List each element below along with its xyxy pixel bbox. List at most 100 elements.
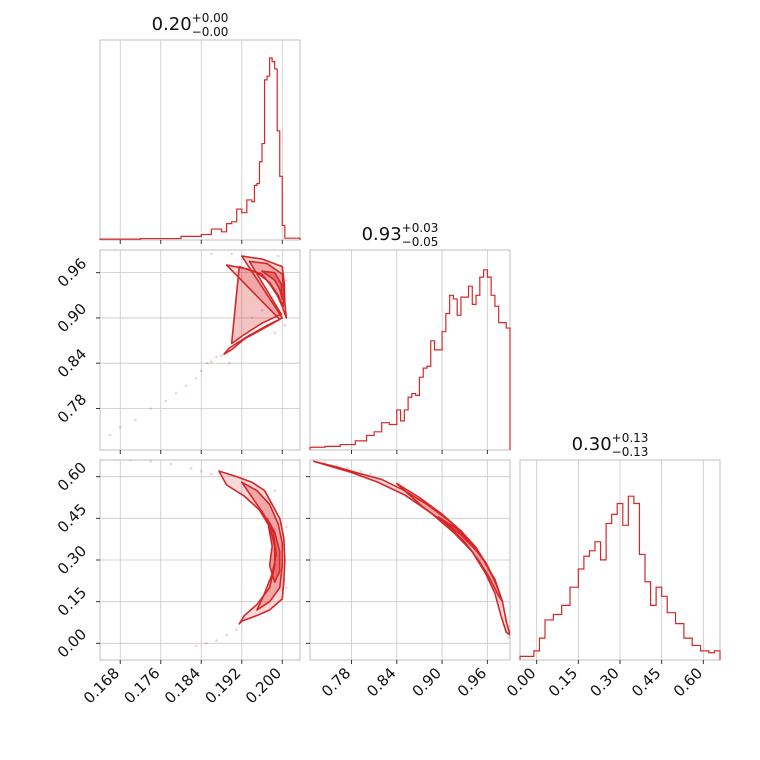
scatter-point xyxy=(189,467,193,470)
contour-outer xyxy=(312,460,510,636)
joint-content xyxy=(108,252,288,437)
x-tick-label: 0.84 xyxy=(363,664,399,700)
scatter-point xyxy=(134,418,137,422)
scatter-point xyxy=(235,628,239,631)
scatter-point xyxy=(369,472,372,476)
scatter-point xyxy=(508,625,510,628)
scatter-point xyxy=(199,369,203,373)
scatter-point xyxy=(118,426,122,429)
contour-mid xyxy=(230,260,285,345)
y-tick-label: 0.84 xyxy=(54,345,90,381)
joint-content xyxy=(114,460,288,648)
contour-outer xyxy=(223,255,288,355)
joint-content xyxy=(312,460,510,640)
scatter-point xyxy=(199,469,203,473)
title-minus: −0.13 xyxy=(612,445,649,459)
y-tick-label: 0.78 xyxy=(54,390,90,426)
hist-panel-1: 0.93+0.03−0.05 xyxy=(309,221,511,454)
histogram-step-line xyxy=(519,495,721,660)
scatter-point xyxy=(174,392,178,395)
scatter-point xyxy=(210,360,213,363)
scatter-point xyxy=(250,316,254,320)
scatter-point xyxy=(359,469,362,473)
hist-panel-2: 0.00 0.15 0.30 0.45 0.600.30+0.13−0.13 xyxy=(503,431,721,700)
scatter-point xyxy=(273,489,276,492)
scatter-point xyxy=(273,331,276,335)
x-tick-label: 0.60 xyxy=(670,664,706,700)
panel-title: 0.20+0.00 xyxy=(152,11,229,35)
title-median: 0.93 xyxy=(362,224,402,245)
histogram-step-line xyxy=(99,57,301,240)
x-tick-label: 0.192 xyxy=(202,664,245,707)
contour-mid xyxy=(240,481,284,611)
title-minus: −0.00 xyxy=(192,25,229,39)
scatter-point xyxy=(129,460,132,462)
scatter-point xyxy=(215,639,218,642)
y-tick-label: 0.15 xyxy=(54,583,90,619)
scatter-point xyxy=(164,399,168,403)
title-plus: +0.03 xyxy=(402,221,439,235)
scatter-point xyxy=(194,377,198,380)
x-tick-label: 0.96 xyxy=(454,664,490,700)
scatter-point xyxy=(205,642,208,645)
joint-panel-0-1: 0.78 0.84 0.90 0.96 xyxy=(54,249,301,454)
y-tick-label: 0.60 xyxy=(54,458,90,494)
scatter-point xyxy=(230,252,233,256)
scatter-point xyxy=(507,636,510,640)
x-tick-label: 0.30 xyxy=(586,664,622,700)
x-tick-label: 0.15 xyxy=(545,664,581,700)
contour-inner xyxy=(437,516,492,575)
scatter-point xyxy=(114,460,117,461)
x-tick-label: 0.200 xyxy=(242,664,285,707)
scatter-point xyxy=(194,644,198,648)
x-tick-label: 0.176 xyxy=(120,664,163,707)
title-median: 0.30 xyxy=(572,434,612,455)
x-tick-label: 0.78 xyxy=(318,664,354,700)
panel-title: 0.30+0.13 xyxy=(572,431,649,455)
scatter-point xyxy=(184,384,188,388)
hist-panel-0: 0.20+0.00−0.00 xyxy=(99,11,301,244)
contour-inner xyxy=(266,517,281,584)
panel-frame xyxy=(99,39,301,241)
x-tick-label: 0.168 xyxy=(80,664,123,707)
scatter-point xyxy=(285,525,288,528)
y-tick-label: 0.96 xyxy=(54,254,90,290)
x-tick-label: 0.184 xyxy=(161,664,204,707)
scatter-point xyxy=(206,361,209,365)
scatter-point xyxy=(276,254,280,258)
histogram-step-line xyxy=(309,269,511,450)
x-tick-label: 0.00 xyxy=(503,664,539,700)
contour-inner xyxy=(261,270,284,300)
title-plus: +0.13 xyxy=(612,431,649,445)
y-tick-label: 0.30 xyxy=(54,542,90,578)
scatter-point xyxy=(260,309,264,312)
title-plus: +0.00 xyxy=(192,11,229,25)
scatter-point xyxy=(169,462,173,466)
joint-panel-1-2: 0.78 0.84 0.90 0.96 xyxy=(306,459,511,700)
scatter-point xyxy=(285,278,288,282)
scatter-point xyxy=(283,324,287,327)
scatter-point xyxy=(215,355,218,359)
scatter-point xyxy=(108,433,112,437)
panel-frame xyxy=(99,249,301,451)
panel-title: 0.93+0.03 xyxy=(362,221,439,245)
contour-mid xyxy=(395,482,504,603)
scatter-point xyxy=(210,472,213,476)
scatter-point xyxy=(225,633,228,637)
y-tick-label: 0.90 xyxy=(54,300,90,336)
scatter-point xyxy=(210,252,213,256)
scatter-point xyxy=(227,361,231,365)
title-median: 0.20 xyxy=(152,14,192,35)
scatter-point xyxy=(346,467,350,470)
scatter-point xyxy=(149,407,152,410)
x-tick-label: 0.45 xyxy=(628,664,664,700)
y-tick-label: 0.00 xyxy=(54,625,90,661)
x-tick-label: 0.90 xyxy=(409,664,445,700)
scatter-point xyxy=(220,354,223,357)
scatter-point xyxy=(285,586,288,590)
scatter-point xyxy=(149,460,152,463)
y-tick-label: 0.45 xyxy=(54,500,90,536)
title-minus: −0.05 xyxy=(402,235,439,249)
